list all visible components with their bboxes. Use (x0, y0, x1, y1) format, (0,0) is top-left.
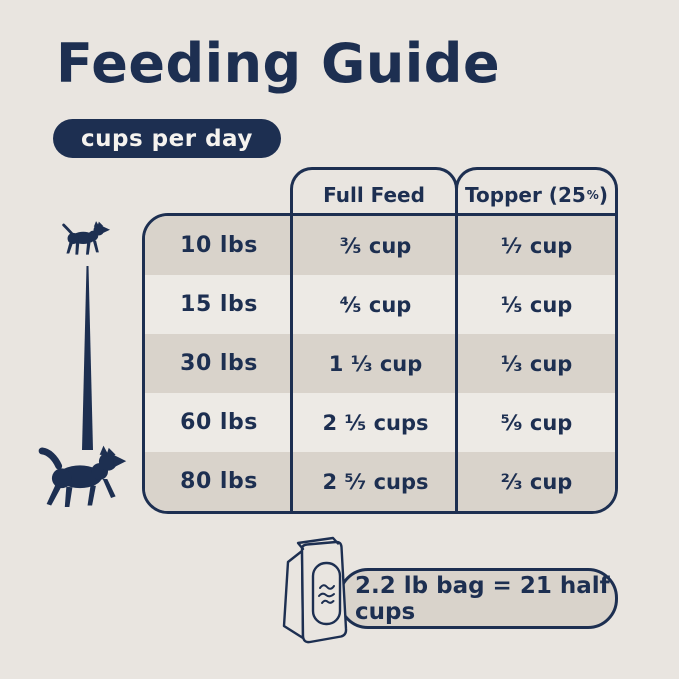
weight-cell: 60 lbs (180, 410, 258, 435)
full-feed-label: Full Feed (323, 183, 425, 207)
large-dog-icon (38, 445, 127, 508)
table-row: 80 lbs 2 ⁵⁄₇ cups ²⁄₃ cup (145, 452, 615, 511)
full-feed-cell: ³⁄₅ cup (339, 233, 412, 258)
bag-equivalence-note: 2.2 lb bag = 21 half cups (338, 568, 618, 629)
topper-cell: ⁵⁄₉ cup (500, 410, 573, 435)
topper-label-suffix: ) (598, 183, 608, 207)
topper-cell: ¹⁄₃ cup (500, 351, 573, 376)
weight-cell: 15 lbs (180, 292, 258, 317)
column-header-full-feed: Full Feed (290, 167, 458, 214)
size-scale-wedge-icon (82, 266, 93, 450)
column-divider (290, 216, 293, 511)
topper-cell: ¹⁄₅ cup (500, 292, 573, 317)
full-feed-cell: 2 ⁵⁄₇ cups (322, 469, 429, 494)
food-bag-icon (282, 536, 348, 644)
page-title: Feeding Guide (56, 32, 501, 95)
cups-per-day-badge: cups per day (53, 119, 281, 158)
small-dog-icon (62, 221, 111, 255)
full-feed-cell: 2 ¹⁄₅ cups (322, 410, 429, 435)
column-header-topper: Topper (25%) (455, 167, 618, 214)
weight-cell: 10 lbs (180, 233, 258, 258)
weight-cell: 30 lbs (180, 351, 258, 376)
topper-cell: ¹⁄₇ cup (500, 233, 573, 258)
column-divider (455, 216, 458, 511)
table-row: 10 lbs ³⁄₅ cup ¹⁄₇ cup (145, 216, 615, 275)
bag-note-text: 2.2 lb bag = 21 half cups (355, 572, 610, 625)
topper-label-prefix: Topper (25 (465, 183, 586, 207)
weight-cell: 80 lbs (180, 469, 258, 494)
full-feed-cell: ⁴⁄₅ cup (339, 292, 412, 317)
feeding-table: 10 lbs ³⁄₅ cup ¹⁄₇ cup 15 lbs ⁴⁄₅ cup ¹⁄… (142, 213, 618, 514)
table-row: 60 lbs 2 ¹⁄₅ cups ⁵⁄₉ cup (145, 393, 615, 452)
table-row: 15 lbs ⁴⁄₅ cup ¹⁄₅ cup (145, 275, 615, 334)
topper-cell: ²⁄₃ cup (500, 469, 573, 494)
table-row: 30 lbs 1 ¹⁄₃ cup ¹⁄₃ cup (145, 334, 615, 393)
full-feed-cell: 1 ¹⁄₃ cup (328, 351, 423, 376)
percent-sign: % (586, 188, 599, 202)
badge-label: cups per day (81, 125, 253, 152)
